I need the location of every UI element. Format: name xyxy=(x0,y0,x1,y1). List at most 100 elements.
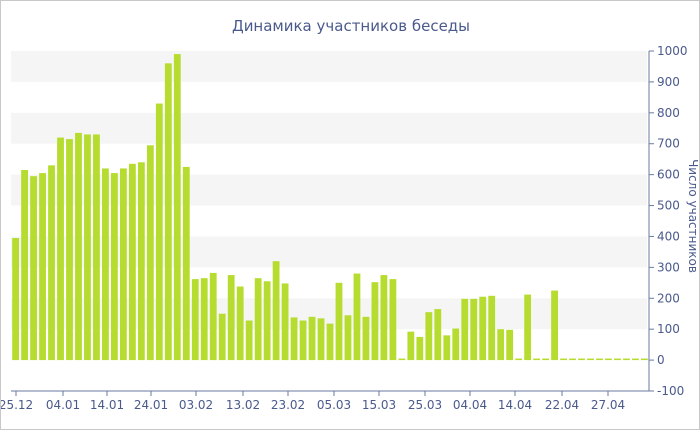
grid-band xyxy=(11,112,647,144)
bar xyxy=(21,170,28,361)
bar xyxy=(605,358,612,361)
bar xyxy=(551,290,558,361)
bar xyxy=(434,309,442,361)
bar xyxy=(344,315,352,361)
x-tick-label: 25.03 xyxy=(408,398,442,412)
bar xyxy=(416,336,424,361)
bar xyxy=(398,358,406,361)
bar xyxy=(200,278,208,361)
bar xyxy=(75,132,82,361)
bar xyxy=(111,173,118,361)
bar xyxy=(120,168,127,361)
bar xyxy=(173,54,181,361)
bar xyxy=(57,137,64,361)
bar xyxy=(308,316,316,361)
bar xyxy=(470,298,478,361)
x-tick-label: 14.04 xyxy=(498,398,532,412)
bar xyxy=(542,358,549,361)
y-tick-label: 0 xyxy=(657,353,665,367)
y-tick-label: 100 xyxy=(657,322,680,336)
y-axis-label: Число участников xyxy=(686,159,699,273)
bar xyxy=(641,358,648,361)
bar xyxy=(479,296,487,361)
bar xyxy=(614,358,621,361)
bar xyxy=(317,318,325,361)
bar xyxy=(569,358,576,361)
bar xyxy=(488,295,496,361)
bar xyxy=(362,316,370,361)
bar xyxy=(407,331,415,361)
bar xyxy=(461,298,469,361)
bar xyxy=(587,358,594,361)
y-tick-label: 700 xyxy=(657,137,680,151)
bar xyxy=(623,358,630,361)
x-tick-label: 22.04 xyxy=(545,398,579,412)
bar xyxy=(218,313,226,361)
bar xyxy=(12,238,19,361)
bar xyxy=(39,173,46,361)
bar xyxy=(632,358,639,361)
axes xyxy=(11,50,654,396)
bar xyxy=(272,261,280,361)
bar xyxy=(263,281,271,361)
y-tick-label: 300 xyxy=(657,260,680,274)
x-tick-label: 05.03 xyxy=(317,398,351,412)
bar xyxy=(515,358,523,361)
bar xyxy=(48,165,55,361)
bar xyxy=(191,279,199,361)
bar xyxy=(326,323,334,361)
bar xyxy=(425,312,433,361)
bar xyxy=(245,320,253,361)
bar xyxy=(290,317,298,361)
bar xyxy=(380,275,388,361)
bar xyxy=(30,176,37,361)
y-tick-labels: -100 0 100 200 300 400 500 600 700 800 900 1000 xyxy=(657,44,688,398)
bar xyxy=(164,63,172,361)
bar xyxy=(128,163,136,361)
bar xyxy=(533,358,541,361)
x-tick-label: 04.01 xyxy=(46,398,80,412)
bar xyxy=(254,278,262,361)
y-tick-label: 900 xyxy=(657,75,680,89)
chart-title: Динамика участников беседы xyxy=(232,17,470,35)
bar xyxy=(84,134,91,361)
bar xyxy=(443,335,451,361)
bar xyxy=(389,279,397,361)
bar xyxy=(578,358,585,361)
grid-band xyxy=(11,51,647,82)
bar xyxy=(524,294,532,361)
x-tick-label: 03.02 xyxy=(179,398,213,412)
x-tick-label: 27.04 xyxy=(591,398,625,412)
bar xyxy=(299,320,307,361)
bar xyxy=(371,282,379,361)
y-tick-label: 500 xyxy=(657,199,680,213)
bar xyxy=(146,145,154,361)
x-tick-label: 04.04 xyxy=(453,398,487,412)
bar xyxy=(93,134,100,361)
x-tick-label: 23.02 xyxy=(271,398,305,412)
y-tick-label: 400 xyxy=(657,229,680,243)
bar xyxy=(66,139,73,361)
y-tick-label: 600 xyxy=(657,168,680,182)
bars xyxy=(12,54,648,361)
bar xyxy=(227,275,235,361)
bar xyxy=(236,286,244,361)
x-tick-labels: 25.12 04.01 14.01 24.01 03.02 13.02 23.02 05.03… xyxy=(1,398,625,412)
bar xyxy=(560,358,567,361)
x-tick-label: 15.03 xyxy=(362,398,396,412)
x-tick-label: 14.01 xyxy=(90,398,124,412)
y-tick-label: 200 xyxy=(657,291,680,305)
y-tick-label: -100 xyxy=(657,384,684,398)
y-tick-label: 1000 xyxy=(657,44,688,58)
bar xyxy=(182,166,190,361)
x-tick-label: 25.12 xyxy=(1,398,33,412)
bar xyxy=(497,329,505,361)
x-tick-label: 13.02 xyxy=(226,398,260,412)
bar xyxy=(209,272,217,361)
x-tick-label: 24.01 xyxy=(134,398,168,412)
bar xyxy=(155,103,163,361)
bar xyxy=(353,273,361,361)
grid-bands xyxy=(11,51,647,330)
